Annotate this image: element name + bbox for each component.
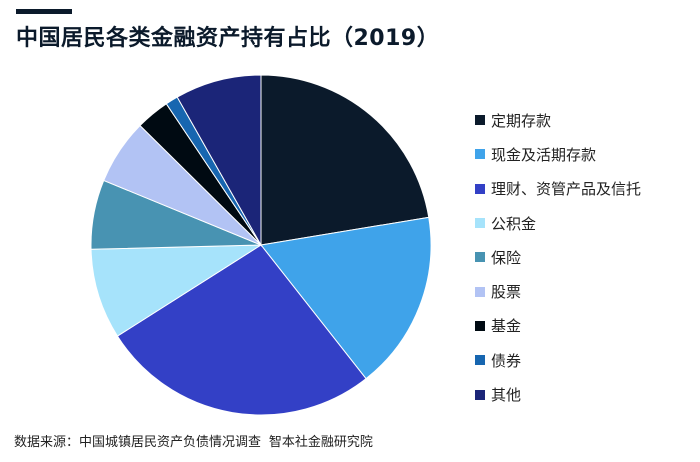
legend-label: 公积金 xyxy=(491,214,537,233)
legend-item: 股票 xyxy=(475,274,641,308)
chart-title: 中国居民各类金融资产持有占比（2019） xyxy=(16,26,440,51)
legend-swatch xyxy=(475,389,485,400)
legend-item: 基金 xyxy=(475,309,641,343)
legend-swatch xyxy=(475,149,485,160)
legend-label: 保险 xyxy=(491,248,522,267)
pie-slice-4 xyxy=(90,244,263,337)
legend-swatch xyxy=(475,355,485,366)
chart-legend: 定期存款现金及活期存款理财、资管产品及信托 公积金保险股票基金债券其他 xyxy=(475,103,641,412)
legend-label: 理财、资管产品及信托 xyxy=(491,180,642,199)
pie-slice-3 xyxy=(116,244,367,416)
legend-item: 定期存款 xyxy=(475,103,641,137)
pie-slice-2 xyxy=(260,216,432,380)
legend-item: 理财、资管产品及信托 xyxy=(475,172,641,206)
pie-slice-9 xyxy=(176,74,262,247)
legend-swatch xyxy=(475,320,485,331)
legend-swatch xyxy=(475,183,485,194)
legend-item: 其他 xyxy=(475,377,641,411)
legend-item: 保险 xyxy=(475,240,641,274)
pie-slice-1 xyxy=(260,74,430,246)
legend-swatch xyxy=(475,252,485,263)
title-accent-bar xyxy=(16,9,72,14)
legend-label: 现金及活期存款 xyxy=(491,145,597,164)
legend-label: 基金 xyxy=(491,317,522,336)
source-note: 数据来源：中国城镇居民资产负债情况调查 智本社金融研究院 xyxy=(14,435,373,450)
legend-label: 其他 xyxy=(491,386,522,405)
legend-item: 公积金 xyxy=(475,206,641,240)
legend-label: 股票 xyxy=(491,283,522,302)
legend-swatch xyxy=(475,286,485,297)
legend-label: 定期存款 xyxy=(491,111,552,130)
legend-swatch xyxy=(475,115,485,126)
legend-item: 现金及活期存款 xyxy=(475,137,641,171)
legend-item: 债券 xyxy=(475,343,641,377)
legend-label: 债券 xyxy=(491,351,522,370)
legend-swatch xyxy=(475,218,485,229)
